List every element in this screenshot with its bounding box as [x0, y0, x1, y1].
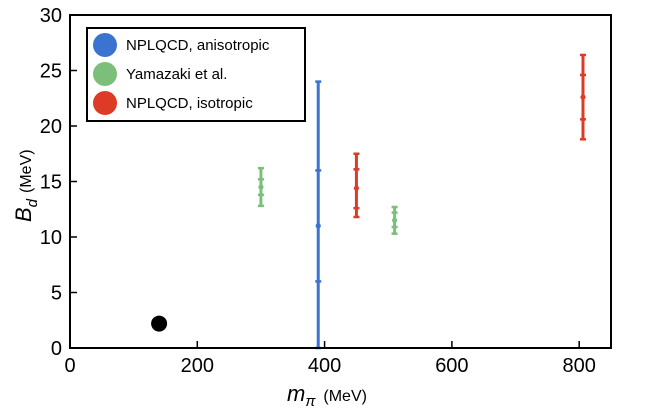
y-tick-label: 25 [40, 61, 62, 83]
series-point [257, 166, 264, 208]
y-axis-subscript: d [24, 198, 41, 207]
x-axis-symbol: m [287, 381, 305, 406]
legend-label: NPLQCD, anisotropic [126, 37, 270, 54]
data-point-marker [392, 217, 398, 223]
x-axis-title: mπ (MeV) [287, 381, 367, 410]
legend-box [86, 27, 306, 122]
y-tick-label: 0 [51, 338, 62, 360]
data-point-marker [580, 94, 586, 100]
legend-swatch [93, 91, 117, 115]
legend-label: NPLQCD, isotropic [126, 95, 253, 112]
series-point [353, 152, 360, 219]
series-point [391, 205, 398, 235]
legend: NPLQCD, anisotropic Yamazaki et al. NPLQCD… [86, 27, 306, 122]
physical-point-marker [151, 315, 168, 332]
x-tick-label: 0 [64, 355, 75, 377]
x-tick-label: 200 [181, 355, 214, 377]
x-axis-subscript: π [305, 393, 316, 410]
legend-label: Yamazaki et al. [126, 66, 227, 83]
plot-area [151, 53, 586, 350]
y-axis-symbol: B [11, 207, 36, 222]
legend-swatch [93, 62, 117, 86]
data-point-marker [315, 223, 321, 229]
series-point [579, 53, 586, 141]
series-point [315, 80, 322, 350]
x-tick-label: 600 [435, 355, 468, 377]
axis-ticks: 0 200 400 600 800 0 5 10 15 20 25 30 [40, 5, 596, 377]
data-point-marker [258, 184, 264, 190]
x-tick-label: 800 [562, 355, 595, 377]
y-axis-unit: (MeV) [18, 149, 35, 193]
data-point-marker [353, 185, 360, 191]
y-tick-label: 15 [40, 172, 62, 194]
y-tick-label: 20 [40, 116, 62, 138]
y-tick-label: 30 [40, 5, 62, 27]
y-tick-label: 10 [40, 227, 62, 249]
legend-swatch [93, 33, 117, 57]
x-tick-label: 400 [308, 355, 341, 377]
x-axis-unit: (MeV) [323, 388, 367, 405]
y-axis-title: Bd (MeV) [11, 149, 41, 222]
y-tick-label: 5 [51, 283, 62, 305]
